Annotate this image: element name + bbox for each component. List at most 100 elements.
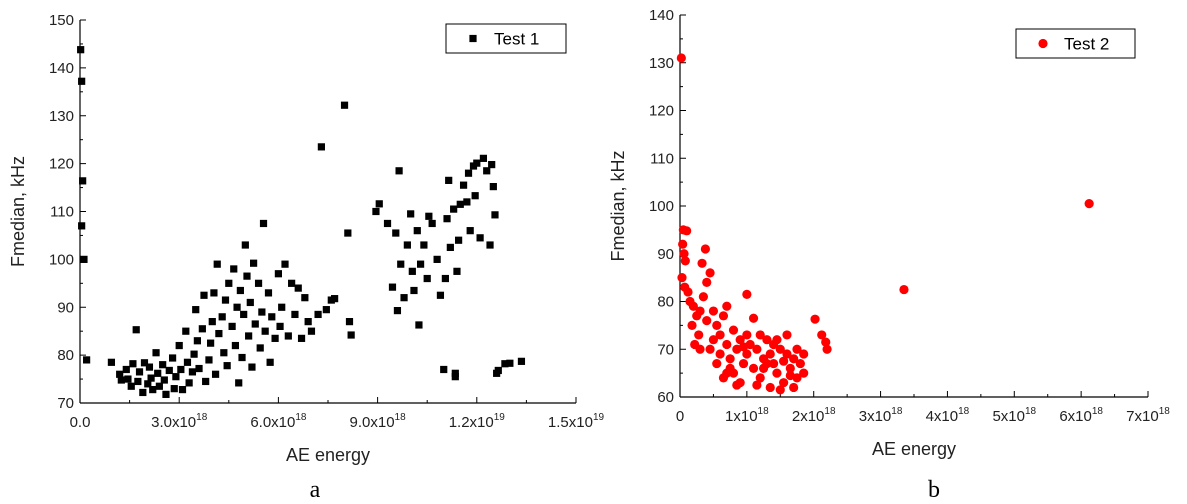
x-tick-label: 9.0x1018 [350,412,407,431]
data-point [676,53,686,63]
data-point [254,279,263,287]
data-point [789,354,799,364]
x-tick-label: 0.0 [70,414,91,431]
data-point [243,272,251,280]
data-point [220,349,228,357]
data-point [168,354,177,362]
data-point [506,359,514,367]
data-point [488,160,496,169]
data-point [276,322,284,330]
data-point [241,241,249,249]
legend-label: Test 1 [494,30,539,49]
y-axis-title: Fmedian, kHz [8,156,28,267]
data-point [795,358,805,369]
data-point [415,321,423,329]
data-point [712,358,722,369]
data-point [683,287,693,297]
data-point [344,229,352,237]
x-tick-label: 0 [676,408,684,425]
y-tick-label: 90 [657,246,674,263]
data-point [440,365,448,374]
data-point [785,370,795,381]
data-point [211,370,220,378]
data-point [466,227,474,235]
data-point [383,219,392,228]
data-point [77,46,85,54]
data-point [240,310,248,319]
data-point [117,376,125,384]
data-point [83,356,91,364]
data-point [678,239,688,249]
data-point [899,284,909,295]
data-point [225,279,233,287]
y-axis-title: Fmedian, kHz [608,150,628,261]
data-point [738,358,749,369]
data-point [172,373,180,381]
data-point [271,334,279,342]
data-point [392,229,400,237]
data-point [393,307,402,315]
data-point [140,359,149,367]
data-point [677,273,687,283]
data-point [483,167,491,175]
data-point [445,176,453,184]
data-point [127,382,135,390]
data-point [139,388,147,397]
data-point [464,169,473,177]
data-point [715,330,725,340]
data-point [388,283,397,291]
data-point [715,349,725,359]
data-point [266,358,274,366]
data-point [1084,199,1094,209]
y-tick-label: 140 [49,60,74,77]
data-point [782,330,792,340]
data-point [433,255,441,263]
x-axis-title: AE energy [286,445,370,465]
legend: Test 1 [445,23,567,54]
data-point [682,226,692,236]
data-point [425,212,433,220]
data-point [413,227,421,235]
data-point [116,370,124,378]
data-point [246,298,254,307]
data-point [680,256,690,266]
data-point [210,289,218,297]
data-point [725,354,735,364]
x-tick-label: 7x1018 [1126,406,1170,425]
data-point [789,382,799,393]
data-point [742,349,752,359]
y-tick-label: 120 [649,103,674,120]
x-tick-label: 3.0x1018 [151,412,208,431]
data-point [288,279,296,287]
data-point [755,373,765,383]
chart-panel-b: 60 70 80 90 100 110 120 130 140 0 1x1018 2x1018 3x10… [608,7,1170,459]
data-point [769,358,779,369]
data-point [213,260,221,268]
legend-label: Test 2 [1064,35,1109,54]
data-point [340,101,349,109]
data-point [251,320,259,328]
data-point [268,313,276,321]
data-point [775,344,785,354]
data-point [718,311,729,321]
legend-box [1015,28,1136,59]
data-point [79,177,87,185]
data-point [149,385,157,394]
y-tick-label: 90 [57,299,74,316]
data-point [177,365,185,374]
data-point [799,349,809,359]
data-point [473,159,481,167]
data-point [702,316,712,326]
y-tick-label: 120 [49,156,74,173]
data-point [135,368,144,376]
data-point [304,318,312,326]
data-point [322,306,330,314]
data-point [450,205,458,213]
y-tick-label: 150 [49,12,74,29]
data-point [165,366,173,375]
data-point [772,368,782,378]
data-point [517,357,526,365]
y-tick-label: 100 [49,251,74,268]
data-point [155,382,163,390]
data-point [259,219,268,228]
